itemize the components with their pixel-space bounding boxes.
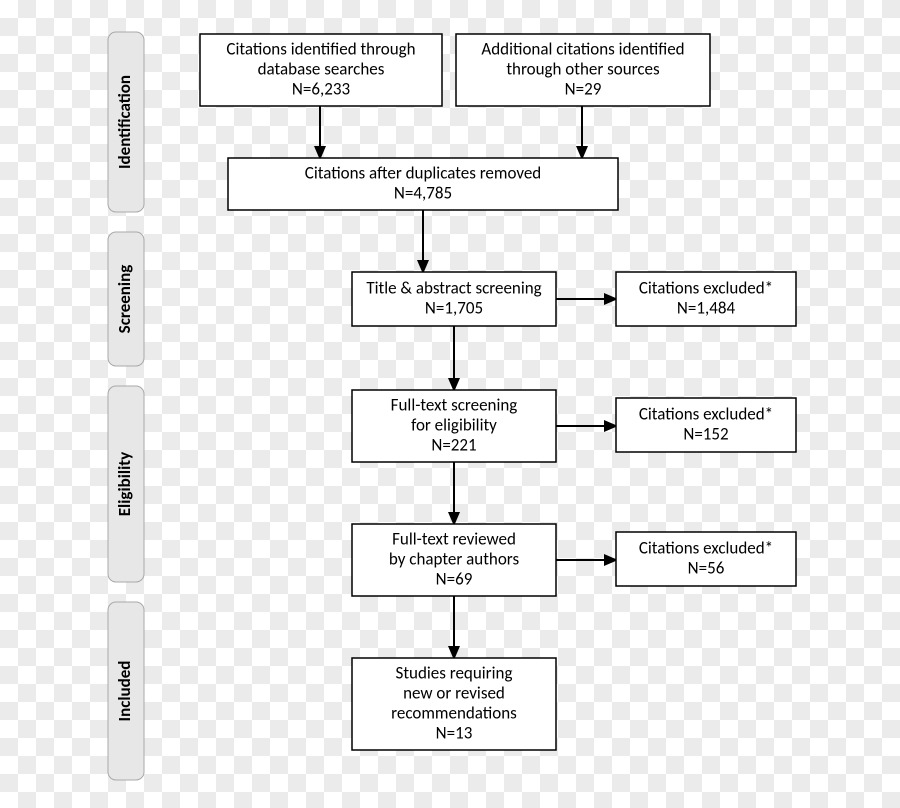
node-text-line: Additional citations identified xyxy=(481,38,684,59)
node-text-line: database searches xyxy=(258,58,385,79)
node-excl2: Citations excluded*N=152 xyxy=(616,398,796,452)
node-text-line: Citations excluded* xyxy=(639,277,773,298)
node-text-line: new or revised xyxy=(403,682,505,703)
node-text-line: N=6,233 xyxy=(292,78,350,99)
node-text-line: Citations excluded* xyxy=(639,403,773,424)
node-text-line: N=152 xyxy=(683,423,728,444)
stage-label-text: Identification xyxy=(114,75,135,169)
node-text-line: by chapter authors xyxy=(389,548,520,569)
stage-screening: Screening xyxy=(108,232,144,366)
node-text-line: N=1,484 xyxy=(677,297,736,318)
node-text-line: N=4,785 xyxy=(394,182,452,203)
node-text-line: through other sources xyxy=(506,58,660,79)
node-text-line: for eligibility xyxy=(411,414,497,435)
node-text-line: N=221 xyxy=(431,434,476,455)
stage-labels: Identification Screening Eligibility Includ… xyxy=(108,32,144,780)
node-text-line: N=1,705 xyxy=(425,297,483,318)
prisma-flowchart: Identification Screening Eligibility Includ… xyxy=(0,0,900,808)
node-text-line: Full-text screening xyxy=(391,394,518,415)
stage-eligibility: Eligibility xyxy=(108,386,144,582)
node-text-line: Full-text reviewed xyxy=(392,528,516,549)
node-dedup: Citations after duplicates removedN=4,78… xyxy=(228,158,618,210)
node-text-line: Citations after duplicates removed xyxy=(305,162,541,183)
node-excl3: Citations excluded*N=56 xyxy=(616,532,796,586)
node-excl1: Citations excluded*N=1,484 xyxy=(616,272,796,326)
stage-included: Included xyxy=(108,602,144,780)
stage-label-text: Screening xyxy=(114,265,135,334)
node-text-line: recommendations xyxy=(391,702,517,723)
node-titleabs: Title & abstract screeningN=1,705 xyxy=(352,272,556,326)
node-text-line: N=56 xyxy=(688,557,725,578)
node-other: Additional citations identifiedthrough o… xyxy=(456,34,710,106)
stage-label-text: Included xyxy=(114,661,135,722)
node-text-line: N=29 xyxy=(565,78,602,99)
stage-label-text: Eligibility xyxy=(114,452,135,516)
stage-identification: Identification xyxy=(108,32,144,212)
node-db: Citations identified throughdatabase sea… xyxy=(200,34,442,106)
node-text-line: N=69 xyxy=(436,568,473,589)
node-text-line: Studies requiring xyxy=(396,662,513,683)
node-text-line: Citations excluded* xyxy=(639,537,773,558)
node-text-line: N=13 xyxy=(436,723,473,744)
node-text-line: Title & abstract screening xyxy=(366,277,541,298)
node-review: Full-text reviewedby chapter authorsN=69 xyxy=(352,524,556,596)
node-text-line: Citations identified through xyxy=(226,38,415,59)
node-fulltext: Full-text screeningfor eligibilityN=221 xyxy=(352,390,556,462)
node-final: Studies requiringnew or revisedrecommend… xyxy=(352,658,556,750)
